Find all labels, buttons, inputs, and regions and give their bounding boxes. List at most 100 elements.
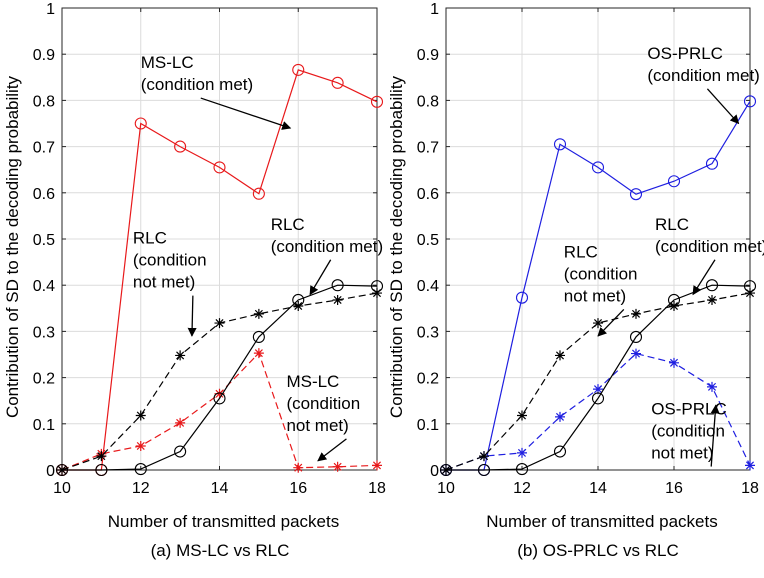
y-tick-label: 0.9 — [417, 47, 439, 64]
x-tick-label: 10 — [437, 480, 455, 497]
data-point — [441, 465, 451, 475]
annotation: OS-PRLC (condition not met) — [651, 400, 727, 467]
data-point — [332, 294, 343, 305]
annotation-arrow — [706, 88, 740, 125]
data-point — [705, 157, 719, 170]
panel-1: 0 0.1 0.2 0.3 0.4 0.5 0.6 0.7 0.8 0.9 1 10 12 14 16 18 N… — [3, 1, 386, 560]
data-point — [629, 330, 643, 343]
y-tick-label: 0.4 — [33, 278, 55, 295]
data-point — [669, 300, 679, 311]
data-point — [293, 300, 304, 311]
x-tick-label: 12 — [132, 480, 150, 497]
annotation-text: (condition — [286, 394, 360, 413]
data-point — [332, 461, 343, 472]
data-point — [135, 440, 146, 451]
y-tick-label: 0.5 — [417, 232, 439, 249]
annotation-arrow — [692, 259, 716, 296]
data-point — [134, 117, 147, 130]
data-point — [669, 357, 679, 368]
annotation-arrow — [309, 259, 332, 296]
data-point — [515, 291, 529, 304]
series-rlc-condition-not-met- — [441, 288, 755, 475]
data-point — [745, 288, 755, 299]
annotation-text: (condition met) — [647, 66, 759, 85]
data-point — [57, 465, 67, 475]
annotation-text: (condition — [651, 422, 725, 441]
series-line — [445, 292, 751, 471]
data-point — [292, 63, 305, 76]
data-point — [134, 463, 147, 476]
data-point — [477, 463, 491, 477]
data-point — [553, 445, 567, 458]
series-line — [62, 69, 378, 471]
y-tick-label: 0.2 — [33, 371, 55, 388]
data-point — [745, 460, 755, 471]
y-tick-label: 0.3 — [417, 324, 439, 341]
x-tick-label: 18 — [368, 480, 386, 497]
annotation-text: (condition — [133, 251, 207, 270]
data-point — [252, 330, 265, 343]
panel-caption: (a) MS-LC vs RLC — [151, 541, 290, 560]
data-point — [553, 138, 567, 151]
data-point — [591, 392, 605, 405]
x-axis-label: Number of transmitted packets — [486, 512, 717, 531]
data-point — [743, 95, 757, 108]
annotation: OS-PRLC (condition met) — [647, 44, 760, 125]
data-point — [253, 348, 264, 359]
panel-2: 0 0.1 0.2 0.3 0.4 0.5 0.6 0.7 0.8 0.9 1 10 12 14 16 18 N… — [387, 1, 764, 560]
annotation-arrow — [317, 438, 347, 462]
data-point — [174, 140, 187, 153]
series-ms-lc-condition-met- — [55, 63, 384, 477]
data-point — [370, 95, 384, 108]
annotation-text: not met) — [564, 286, 626, 305]
data-point — [213, 392, 226, 405]
data-point — [253, 308, 264, 319]
data-point — [95, 463, 108, 477]
annotation: RLC (condition met) — [271, 215, 383, 296]
annotation-text: MS-LC — [286, 372, 339, 391]
annotation-arrow — [187, 295, 197, 337]
y-tick-label: 0.5 — [33, 232, 55, 249]
data-point — [631, 348, 641, 359]
data-point — [517, 410, 527, 421]
series-line — [62, 284, 378, 471]
data-point — [214, 388, 225, 399]
y-tick-label: 0.1 — [33, 417, 55, 434]
data-point — [252, 187, 265, 200]
data-point — [175, 350, 186, 361]
y-tick-label: 0.6 — [417, 186, 439, 203]
annotation: RLC (condition not met) — [564, 242, 638, 337]
data-point — [96, 451, 107, 462]
x-tick-label: 16 — [665, 480, 683, 497]
data-point — [631, 308, 641, 319]
data-point — [331, 76, 344, 89]
annotation-text: not met) — [133, 273, 195, 292]
data-point — [593, 384, 603, 395]
data-point — [135, 410, 146, 421]
data-point — [175, 417, 186, 428]
y-tick-label: 0.2 — [417, 371, 439, 388]
y-tick-label: 0.3 — [33, 324, 55, 341]
data-point — [55, 463, 69, 477]
y-tick-label: 0.6 — [33, 186, 55, 203]
data-point — [372, 460, 382, 471]
y-tick-label: 0 — [46, 463, 55, 480]
annotation-text: not met) — [651, 444, 713, 463]
data-point — [591, 161, 605, 174]
annotation: RLC (condition not met) — [133, 229, 207, 337]
x-axis-label: Number of transmitted packets — [108, 512, 339, 531]
x-tick-label: 14 — [589, 480, 607, 497]
annotation-text: (condition — [564, 264, 638, 283]
x-tick-label: 10 — [53, 480, 71, 497]
y-tick-label: 0.1 — [417, 417, 439, 434]
data-point — [555, 411, 565, 422]
data-point — [372, 288, 382, 299]
annotation-arrow — [710, 404, 720, 467]
annotation-text: RLC — [564, 242, 598, 261]
data-point — [439, 463, 453, 477]
y-tick-label: 0.9 — [33, 47, 55, 64]
data-point — [331, 279, 344, 292]
annotation-text: (condition met) — [271, 237, 383, 256]
